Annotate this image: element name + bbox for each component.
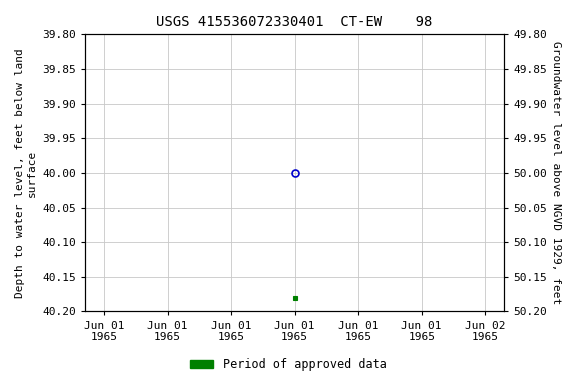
Y-axis label: Depth to water level, feet below land
surface: Depth to water level, feet below land su… (15, 48, 37, 298)
Y-axis label: Groundwater level above NGVD 1929, feet: Groundwater level above NGVD 1929, feet (551, 41, 561, 305)
Title: USGS 415536072330401  CT-EW    98: USGS 415536072330401 CT-EW 98 (157, 15, 433, 29)
Legend: Period of approved data: Period of approved data (185, 354, 391, 376)
